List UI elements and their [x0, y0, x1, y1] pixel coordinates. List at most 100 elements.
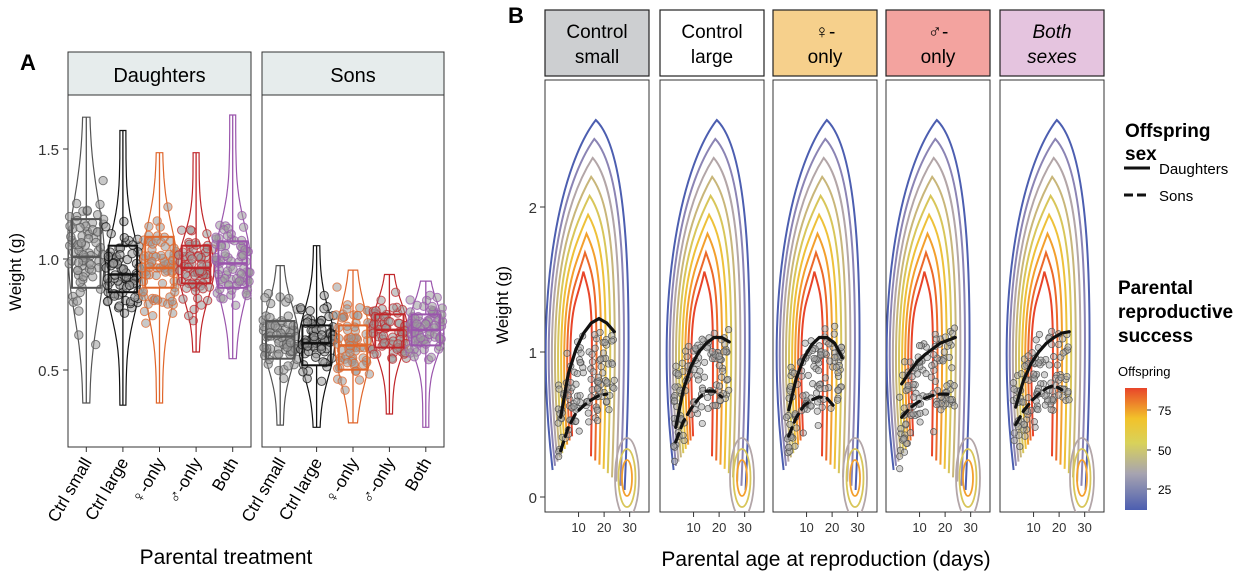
data-point: [906, 429, 915, 437]
density-contour: [547, 137, 625, 486]
facet-strip-daughters: [67, 51, 252, 96]
data-point: [319, 290, 329, 301]
data-point: [572, 380, 580, 388]
data-point: [831, 322, 839, 330]
data-point: [82, 205, 93, 216]
data-point: [801, 339, 809, 347]
data-point: [228, 264, 238, 274]
x-tick-label: 10: [912, 520, 926, 535]
density-contour: [1005, 118, 1091, 491]
data-point: [596, 328, 604, 336]
data-point: [298, 367, 308, 377]
data-point: [715, 352, 723, 360]
density-contour: [886, 118, 971, 491]
box: [144, 235, 175, 289]
data-point: [950, 382, 958, 390]
data-point: [597, 355, 605, 363]
x-tick-label: 30: [963, 520, 977, 535]
data-point: [1024, 394, 1032, 402]
data-point: [118, 264, 129, 274]
data-point: [426, 352, 436, 362]
data-point: [409, 352, 419, 362]
data-point: [902, 420, 910, 428]
data-point: [369, 349, 379, 359]
data-point: [786, 420, 794, 428]
data-point: [576, 358, 584, 367]
facet-1: Control large 10 20 30: [659, 9, 765, 535]
data-point: [698, 335, 706, 343]
data-point: [1030, 418, 1038, 426]
data-point: [717, 373, 726, 381]
facet-label: sexes: [1027, 47, 1077, 68]
data-point: [910, 393, 918, 401]
data-point: [724, 375, 732, 383]
data-point: [782, 413, 790, 421]
data-point: [927, 373, 935, 381]
data-point: [1021, 362, 1029, 370]
data-point: [900, 435, 908, 443]
data-point: [832, 363, 840, 371]
data-point: [340, 385, 350, 395]
daughters-plot-layer: [64, 114, 255, 406]
facet-label: ♀-: [815, 22, 836, 43]
data-point: [813, 407, 821, 415]
data-point: [830, 330, 838, 338]
x-tick-label: ♀-only: [321, 454, 363, 507]
density-contour: [775, 118, 861, 491]
fit-line-sons: [674, 389, 724, 444]
data-point: [333, 363, 343, 374]
density-contour: [736, 459, 748, 497]
facet-label: ♂-: [928, 22, 949, 43]
data-point: [715, 382, 724, 390]
data-point: [698, 419, 706, 428]
x-tick-label: ♂-only: [358, 454, 400, 507]
box: [265, 320, 296, 360]
data-point: [288, 321, 298, 331]
data-point: [812, 389, 821, 397]
data-point: [821, 374, 829, 382]
data-point: [152, 295, 163, 305]
density-contour: [617, 448, 637, 508]
data-point: [696, 367, 704, 375]
legend-offspring-sex: Offspring sex Daughters Sons: [1124, 121, 1228, 205]
y-tick-label: 1.5: [38, 142, 59, 159]
data-point: [235, 276, 245, 286]
facet-0: Control small 10 20 30: [544, 9, 650, 535]
data-point: [909, 410, 917, 418]
data-point: [1016, 443, 1024, 451]
data-point: [608, 360, 617, 368]
data-point: [694, 376, 702, 384]
data-point: [238, 250, 248, 261]
data-point: [337, 313, 347, 323]
box: [71, 218, 102, 289]
density-contour: [678, 193, 733, 474]
fit-line-daughters: [1014, 330, 1071, 409]
panel-a-y-axis: 0.5 1.0 1.5 Weight (g): [6, 142, 68, 380]
data-point: [704, 393, 712, 402]
data-point: [1045, 361, 1053, 369]
box: [180, 244, 212, 285]
data-point: [144, 221, 154, 232]
x-tick-label: 10: [571, 520, 585, 535]
legend-reproductive-success: Parental reproductive success Offspring …: [1118, 278, 1233, 510]
y-tick-label: 1: [529, 345, 537, 362]
data-point: [376, 295, 386, 305]
violin: [407, 280, 445, 428]
data-point: [597, 363, 605, 371]
data-point: [74, 330, 84, 340]
data-point: [678, 359, 686, 367]
data-point: [704, 404, 712, 413]
data-point: [671, 397, 679, 405]
data-point: [810, 354, 818, 362]
data-point: [937, 406, 945, 414]
x-tick-label: 30: [622, 520, 636, 535]
data-point: [1041, 392, 1049, 400]
density-contour: [845, 448, 865, 508]
data-point: [163, 202, 173, 212]
density-contour: [687, 249, 719, 461]
data-point: [701, 358, 709, 366]
facet-label: Control: [566, 22, 627, 43]
data-point: [181, 283, 192, 293]
legend-title-line: sex: [1125, 144, 1157, 165]
